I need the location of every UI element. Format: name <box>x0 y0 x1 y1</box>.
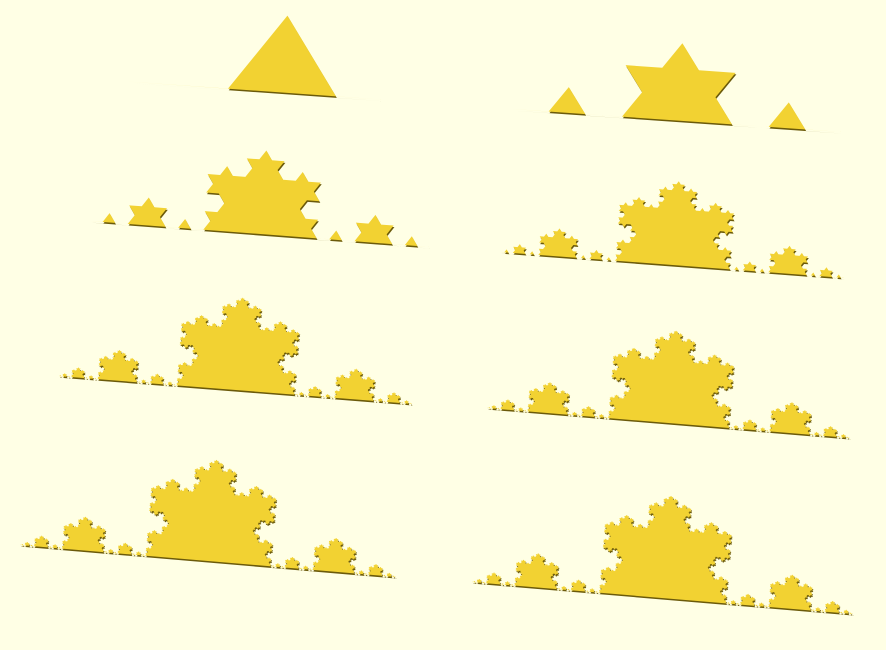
koch-curve-iteration-3 <box>90 150 431 249</box>
koch-curve-iteration-2 <box>512 43 843 134</box>
koch-curve-face <box>500 181 845 278</box>
koch-curve-face <box>58 297 413 404</box>
koch-curve-face <box>90 150 430 247</box>
koch-curve-group <box>20 15 854 616</box>
koch-curve-iteration-8 <box>472 495 854 616</box>
koch-curve-iteration-6 <box>487 330 851 440</box>
koch-curve-iteration-1 <box>120 15 445 106</box>
koch-curve-iteration-4 <box>500 181 846 280</box>
koch-curve-face <box>20 459 396 577</box>
koch-curve-face <box>120 15 444 104</box>
koch-curve-face <box>472 495 853 614</box>
koch-curve-face <box>512 43 842 132</box>
koch-curve-iteration-7 <box>20 459 397 579</box>
koch-curve-iteration-5 <box>58 297 414 406</box>
koch-curve-face <box>487 330 850 438</box>
